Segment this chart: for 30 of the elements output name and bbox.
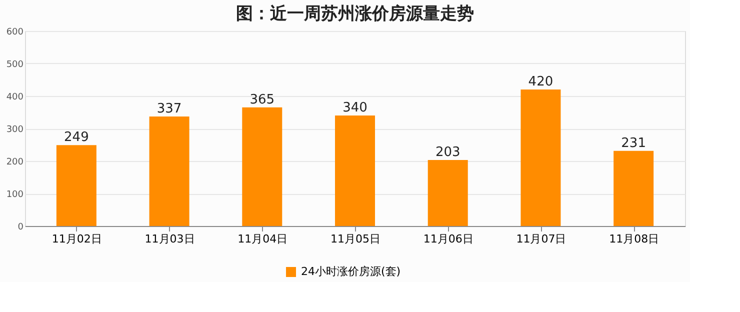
data-label: 365 — [250, 92, 275, 108]
y-tick-label: 400 — [6, 92, 24, 102]
y-tick-label: 600 — [6, 28, 24, 38]
y-tick-label: 100 — [6, 190, 24, 200]
data-label: 337 — [156, 101, 182, 116]
x-tick-label: 11月04日 — [238, 232, 288, 246]
bar — [56, 145, 96, 226]
data-label: 231 — [621, 136, 646, 151]
x-tick-label: 11月08日 — [609, 232, 660, 246]
chart-title: 图：近一周苏州涨价房源量走势 — [236, 4, 474, 24]
bar — [428, 160, 468, 226]
bar — [335, 116, 375, 226]
bar — [614, 150, 654, 226]
y-tick-label: 300 — [6, 125, 24, 135]
x-tick-label: 11月05日 — [330, 232, 380, 246]
legend-label: 24小时涨价房源(套) — [301, 265, 401, 278]
bar — [149, 116, 190, 226]
data-label: 340 — [342, 100, 368, 116]
y-tick-label: 0 — [18, 222, 24, 232]
x-tick-label: 11月03日 — [144, 232, 195, 246]
y-tick-label: 500 — [6, 60, 24, 70]
data-label: 249 — [64, 130, 89, 146]
bar — [520, 90, 561, 226]
x-tick-label: 11月07日 — [516, 232, 566, 246]
data-label: 420 — [528, 74, 554, 90]
y-tick-label: 200 — [6, 158, 24, 168]
x-tick-label: 11月02日 — [52, 232, 102, 246]
bar — [242, 107, 282, 226]
x-tick-label: 11月06日 — [423, 232, 474, 246]
data-label: 203 — [435, 145, 460, 160]
